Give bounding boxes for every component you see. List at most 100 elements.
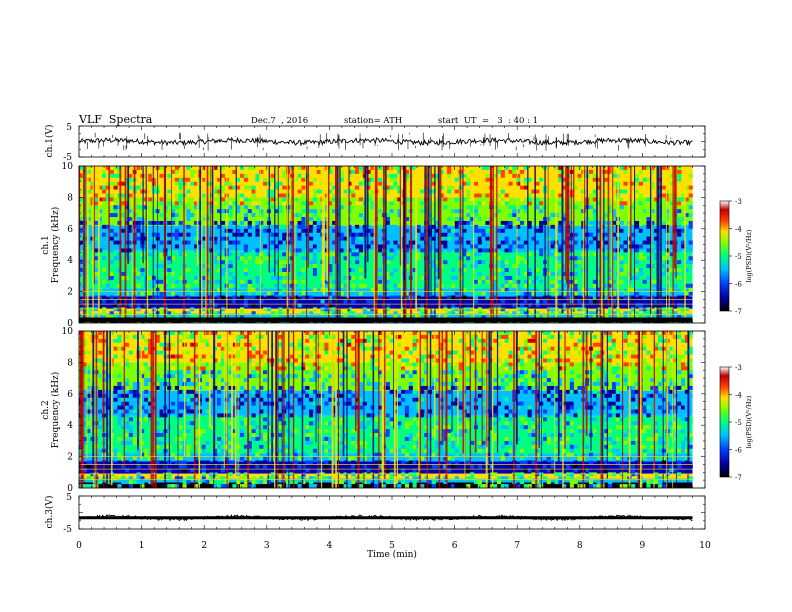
spectrogram-cell: [642, 315, 647, 320]
spectrogram-cell: [638, 271, 643, 276]
spectrogram-cell: [661, 256, 666, 261]
spectrogram-cell: [289, 433, 295, 437]
spectrogram-cell: [412, 342, 417, 347]
spectrogram-cell: [608, 166, 613, 170]
spectrogram-cell: [251, 213, 256, 218]
spectrogram-cell: [121, 421, 126, 426]
spectrogram-cell: [397, 385, 402, 390]
spectrogram-cell: [404, 260, 410, 265]
spectrogram-cell: [240, 484, 245, 488]
spectrogram-cell: [312, 279, 318, 284]
spectrogram-cell: [688, 217, 693, 221]
spectrogram-cell: [117, 374, 122, 379]
spectrogram-cell: [466, 193, 471, 198]
spectrogram-cell: [355, 350, 360, 355]
spectrogram-cell: [136, 264, 141, 269]
spectrogram-cell: [266, 425, 272, 430]
spectrogram-cell: [608, 220, 613, 225]
spectrogram-cell: [213, 460, 218, 465]
spectrogram-cell: [650, 279, 655, 284]
spectrogram-cell: [312, 197, 318, 202]
spectrogram-cell: [79, 260, 84, 265]
spectrogram-cell: [592, 260, 597, 265]
spectrogram-cell: [217, 209, 222, 214]
spectrogram-cell: [236, 240, 241, 245]
spectrogram-cell: [86, 405, 91, 410]
spectrogram-cell: [270, 315, 275, 320]
spectrogram-cell: [462, 201, 467, 206]
spectrogram-cell: [427, 232, 433, 237]
spectrogram-cell: [339, 173, 344, 178]
spectrogram-cell: [316, 224, 321, 229]
spectrogram-cell: [174, 358, 179, 363]
spectrogram-cell: [611, 232, 617, 237]
spectrogram-cell: [558, 224, 563, 229]
spectrogram-cell: [424, 429, 429, 434]
spectrogram-cell: [412, 413, 417, 418]
spectrogram-cell: [619, 260, 624, 265]
spectrogram-cell: [167, 240, 172, 245]
spectrogram-cell: [217, 346, 222, 351]
spectrogram-cell: [638, 268, 643, 272]
spectrogram-cell: [362, 401, 367, 406]
spectrogram-cell: [477, 311, 482, 316]
spectrogram-cell: [171, 374, 176, 379]
spectrogram-cell: [485, 228, 490, 233]
spectrogram-cell: [98, 389, 103, 394]
spectrogram-cell: [516, 236, 521, 241]
spectrogram-cell: [466, 205, 471, 210]
spectrogram-cell: [462, 220, 467, 225]
spectrogram-cell: [320, 342, 325, 347]
spectrogram-cell: [642, 224, 647, 229]
spectrogram-cell: [374, 464, 379, 469]
spectrogram-cell: [558, 248, 563, 253]
spectrogram-cell: [240, 201, 245, 206]
spectrogram-cell: [243, 397, 249, 402]
spectrogram-cell: [259, 358, 264, 363]
spectrogram-cell: [650, 311, 655, 316]
spectrogram-cell: [312, 456, 318, 461]
spectrogram-cell: [619, 315, 624, 320]
spectrogram-cell: [113, 166, 118, 170]
spectrogram-cell: [519, 291, 525, 296]
spectrogram-cell: [136, 271, 141, 276]
spectrogram-cell: [577, 315, 582, 320]
spectrogram-cell: [209, 476, 214, 481]
spectrogram-cell: [623, 275, 628, 280]
spectrogram-cell: [301, 209, 306, 214]
spectrogram-cell: [512, 275, 517, 280]
spectrogram-cell: [178, 362, 183, 367]
spectrogram-cell: [527, 213, 532, 218]
spectrogram-cell: [638, 189, 643, 194]
spectrogram-cell: [243, 268, 249, 272]
spectrogram-cell: [608, 311, 613, 316]
spectrogram-cell: [220, 240, 226, 245]
spectrogram-cell: [504, 244, 509, 249]
spectrogram-cell: [362, 464, 367, 469]
spectrogram-cell: [347, 382, 352, 386]
spectrogram-cell: [527, 201, 532, 206]
spectrogram-cell: [623, 181, 628, 186]
spectrogram-cell: [646, 166, 651, 170]
spectrogram-cell: [278, 417, 283, 422]
spectrogram-cell: [98, 331, 103, 335]
spectrogram-cell: [102, 240, 107, 245]
spectrogram-cell: [684, 185, 689, 190]
spectrogram-cell: [332, 228, 337, 233]
spectrogram-cell: [251, 401, 256, 406]
spectrogram-cell: [389, 268, 394, 272]
spectrogram-cell: [677, 303, 682, 308]
spectrogram-cell: [278, 201, 283, 206]
spectrogram-cell: [278, 374, 283, 379]
spectrogram-cell: [523, 299, 528, 304]
spectrogram-cell: [178, 331, 183, 335]
spectrogram-cell: [389, 173, 394, 178]
spectrogram-cell: [634, 173, 640, 178]
spectrogram-cell: [194, 374, 199, 379]
spectrogram-cell: [447, 189, 452, 194]
spectrogram-cell: [259, 366, 264, 371]
spectrogram-cell: [512, 311, 517, 316]
spectrogram-cell: [171, 311, 176, 316]
spectrogram-cell: [151, 181, 156, 186]
spectrogram-cell: [431, 264, 436, 269]
